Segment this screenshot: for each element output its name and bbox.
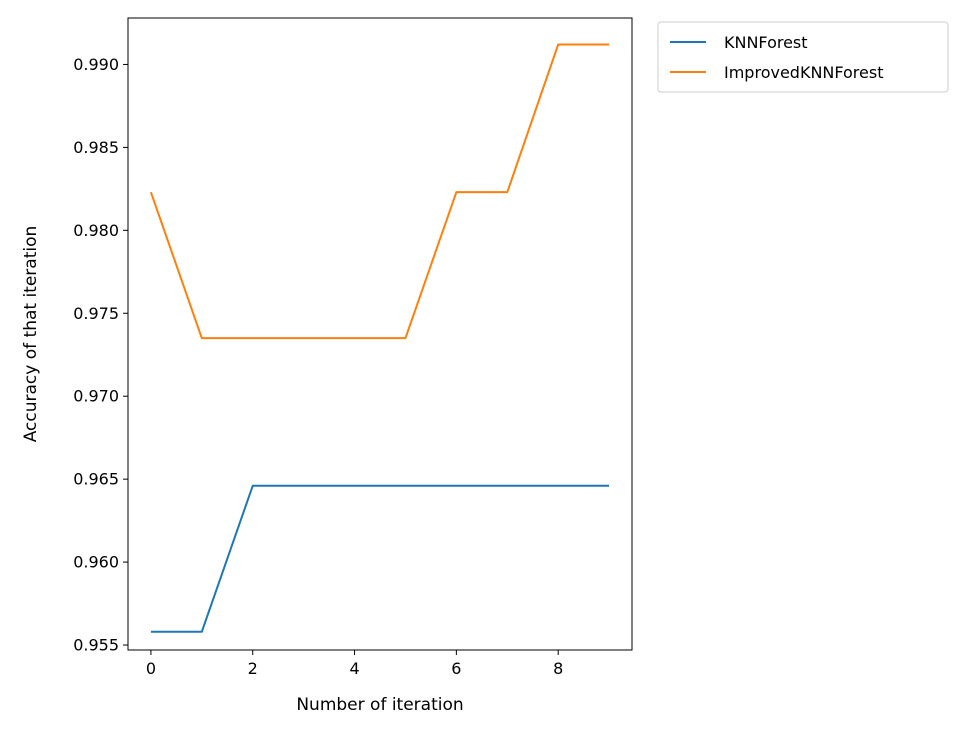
y-tick-label: 0.990 [73,55,119,74]
y-tick-label: 0.965 [73,470,119,489]
x-axis: 0 2 4 6 8 [146,650,563,678]
y-tick-label: 0.980 [73,221,119,240]
y-axis-label: Accuracy of that iteration [21,226,41,443]
legend: KNNForest ImprovedKNNForest [657,21,949,93]
y-tick-label: 0.960 [73,553,119,572]
y-tick-label: 0.985 [73,138,119,157]
x-tick-label: 4 [349,659,359,678]
x-tick-label: 6 [451,659,461,678]
series-line-knnforest [150,484,610,633]
legend-label: ImprovedKNNForest [724,63,883,82]
legend-label: KNNForest [724,33,808,52]
series-line-improvedknnforest [149,43,610,340]
y-tick-label: 0.955 [73,636,119,655]
x-axis-label: Number of iteration [296,695,463,715]
series-layer [149,43,610,633]
y-tick-label: 0.970 [73,387,119,406]
x-tick-label: 2 [248,659,258,678]
y-axis: 0.955 0.960 0.965 0.970 0.975 0.980 0.985 0.990 [73,55,128,655]
legend-box [657,21,949,93]
y-tick-label: 0.975 [73,304,119,323]
plot-frame [127,17,633,651]
x-tick-label: 0 [146,659,156,678]
plot-area [128,18,632,650]
x-tick-label: 8 [553,659,563,678]
